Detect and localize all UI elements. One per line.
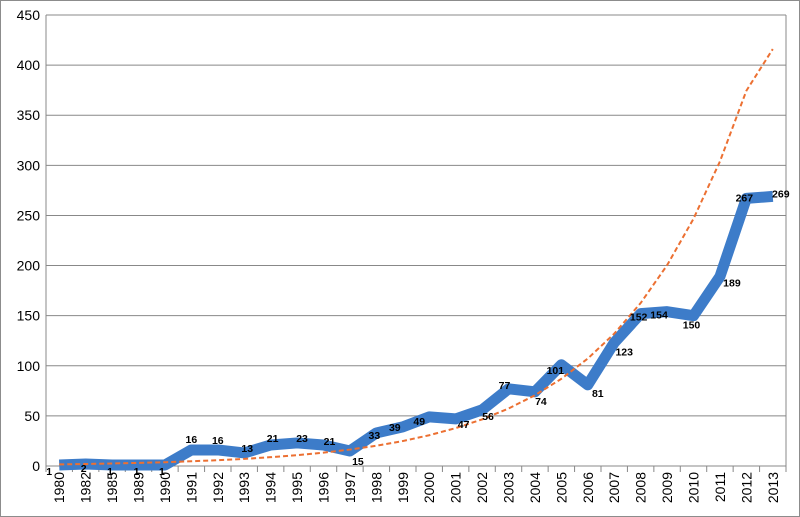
data-label: 56 [482, 411, 494, 423]
x-tick-label: 2008 [633, 472, 649, 503]
x-tick-label: 2007 [606, 472, 622, 503]
data-label: 154 [650, 310, 668, 322]
data-label: 47 [458, 419, 470, 431]
data-label: 74 [535, 396, 547, 408]
data-label: 189 [723, 278, 741, 290]
x-tick-label: 2000 [421, 472, 437, 503]
x-tick-label: 1996 [316, 472, 332, 503]
x-tick-label: 2013 [765, 472, 781, 503]
data-label: 101 [547, 365, 565, 377]
x-tick-label: 2009 [659, 472, 675, 503]
x-tick-label: 1994 [263, 472, 279, 503]
x-tick-label: 1980 [51, 472, 67, 503]
x-tick-label: 2006 [580, 472, 596, 503]
x-tick-label: 2011 [712, 472, 728, 502]
data-label: 267 [736, 192, 754, 204]
x-tick-label: 1982 [78, 472, 94, 503]
y-tick-label: 250 [17, 207, 41, 223]
data-label: 16 [186, 434, 198, 446]
y-tick-label: 0 [32, 458, 40, 474]
data-label: 21 [267, 433, 279, 445]
x-tick-label: 2005 [553, 472, 569, 503]
x-tick-label: 2004 [527, 472, 543, 503]
data-label: 1 [46, 466, 52, 478]
x-tick-label: 2003 [501, 472, 517, 503]
data-label: 15 [352, 456, 364, 468]
data-label: 77 [499, 380, 511, 392]
y-tick-label: 50 [24, 408, 40, 424]
data-label: 23 [296, 433, 308, 445]
trendline [59, 48, 774, 466]
data-label: 123 [615, 347, 633, 359]
x-tick-label: 1993 [236, 472, 252, 503]
y-tick-label: 150 [17, 308, 41, 324]
x-tick-label: 2002 [474, 472, 490, 503]
x-tick-label: 1985 [104, 472, 120, 503]
data-label: 150 [683, 320, 701, 332]
data-label: 21 [324, 436, 336, 448]
data-label: 39 [389, 422, 401, 434]
x-tick-label: 1990 [157, 472, 173, 503]
x-tick-label: 2010 [686, 472, 702, 503]
x-tick-label: 1997 [342, 472, 358, 503]
data-label: 2 [81, 463, 87, 475]
y-tick-label: 400 [17, 57, 41, 73]
x-tick-label: 1995 [289, 472, 305, 503]
y-tick-label: 300 [17, 157, 41, 173]
data-label: 1 [134, 466, 140, 478]
data-label: 49 [413, 416, 425, 428]
data-label: 81 [592, 388, 604, 400]
y-tick-label: 100 [17, 358, 41, 374]
data-label: 1 [159, 466, 165, 478]
y-tick-label: 200 [17, 258, 41, 274]
x-tick-label: 2001 [448, 472, 464, 503]
x-tick-label: 1998 [368, 472, 384, 503]
x-tick-label: 1991 [183, 472, 199, 503]
data-label: 13 [241, 443, 253, 455]
data-label: 269 [772, 188, 790, 200]
series-line-main [59, 190, 774, 471]
x-tick-label: 2012 [738, 472, 754, 503]
x-tick-label: 1989 [131, 472, 147, 503]
y-tick-label: 350 [17, 107, 41, 123]
y-tick-label: 450 [17, 7, 41, 23]
data-label: 33 [369, 430, 381, 442]
data-label: 16 [212, 435, 224, 447]
data-label: 152 [630, 312, 648, 324]
data-label: 1 [107, 466, 113, 478]
x-tick-label: 1992 [210, 472, 226, 503]
x-tick-label: 1999 [395, 472, 411, 503]
